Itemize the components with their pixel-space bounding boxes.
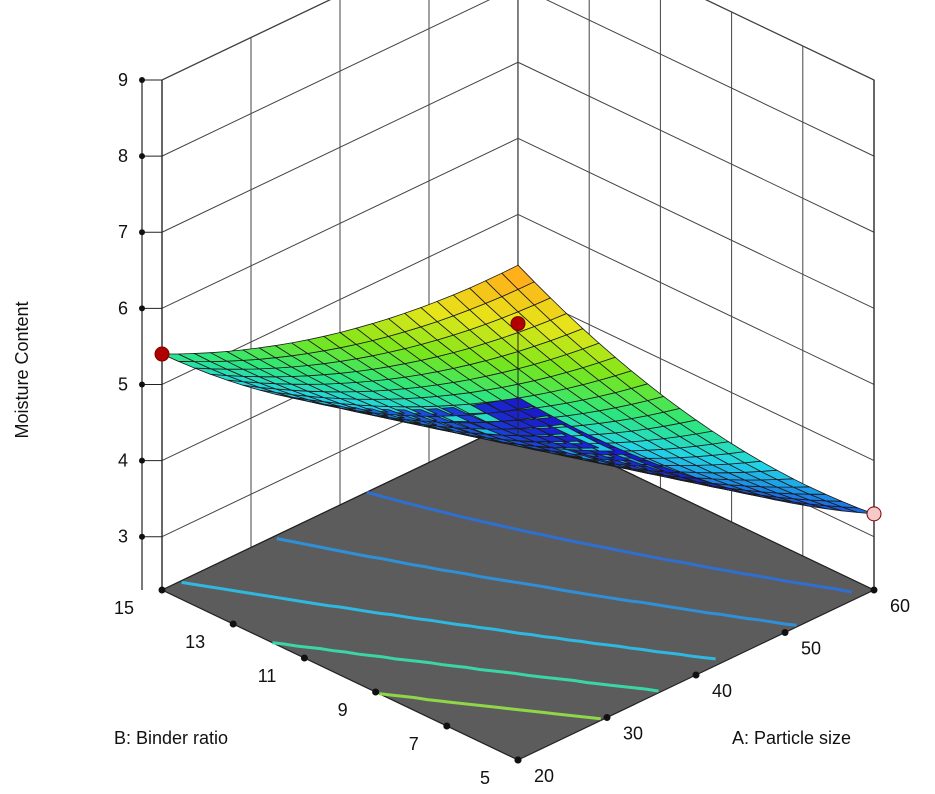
y-tick-dot xyxy=(372,688,380,696)
x-tick-label: 60 xyxy=(890,596,910,616)
axes: 3 4 5 6 7 8 9 5 7 9 11 13 15 20 30 40 50 60 xyxy=(114,70,910,788)
contour-lines xyxy=(181,490,853,721)
y-tick-dot xyxy=(443,722,451,730)
z-tick-label: 7 xyxy=(118,222,128,242)
y-axis-title: B: Binder ratio xyxy=(114,728,228,748)
design-points xyxy=(154,316,882,522)
z-tick-dot xyxy=(139,229,145,236)
contour-line xyxy=(181,580,716,661)
y-tick-label: 5 xyxy=(480,768,490,788)
y-tick-dot xyxy=(158,586,166,594)
contour-line xyxy=(272,641,659,693)
z-tick-label: 4 xyxy=(118,451,128,471)
x-tick-dot xyxy=(870,586,878,594)
wall-grid-line xyxy=(161,0,875,81)
x-tick-dot xyxy=(514,756,522,764)
x-tick-dot xyxy=(781,629,789,636)
z-tick-label: 3 xyxy=(118,527,128,547)
z-tick-dot xyxy=(139,533,145,540)
y-tick-label: 11 xyxy=(258,666,277,686)
wall-grid-line xyxy=(161,137,875,309)
response-surface xyxy=(161,264,875,515)
y-tick-dot xyxy=(229,620,237,628)
wall-grid-line xyxy=(161,213,875,385)
contour-line xyxy=(276,537,797,627)
z-axis-title: Moisture Content xyxy=(12,301,32,438)
x-tick-label: 20 xyxy=(534,766,554,786)
y-tick-dot xyxy=(300,654,308,662)
contour-line xyxy=(366,490,853,594)
wall-grid-line xyxy=(161,61,875,233)
z-tick-dot xyxy=(139,77,145,83)
x-tick-dot xyxy=(692,671,700,679)
z-tick-dot xyxy=(139,305,145,312)
design-point xyxy=(154,346,170,362)
design-point xyxy=(866,506,882,522)
y-tick-label: 9 xyxy=(338,700,348,720)
z-tick-dot xyxy=(139,381,145,388)
z-tick-dot xyxy=(139,153,145,160)
z-tick-label: 6 xyxy=(118,298,128,318)
x-tick-dot xyxy=(603,714,611,721)
z-tick-label: 9 xyxy=(118,70,128,90)
design-point xyxy=(510,316,526,332)
x-tick-label: 50 xyxy=(801,639,821,659)
y-tick-label: 7 xyxy=(409,734,419,754)
y-tick-label: 13 xyxy=(185,632,205,652)
z-tick-dot xyxy=(139,457,145,464)
contour-line xyxy=(379,692,601,721)
z-tick-label: 5 xyxy=(118,374,128,394)
x-tick-label: 30 xyxy=(623,724,643,744)
z-tick-label: 8 xyxy=(118,146,128,166)
y-tick-label: 15 xyxy=(114,598,134,618)
wall-grid-line xyxy=(161,0,875,157)
x-tick-label: 40 xyxy=(712,681,732,701)
x-axis-title: A: Particle size xyxy=(732,728,851,748)
